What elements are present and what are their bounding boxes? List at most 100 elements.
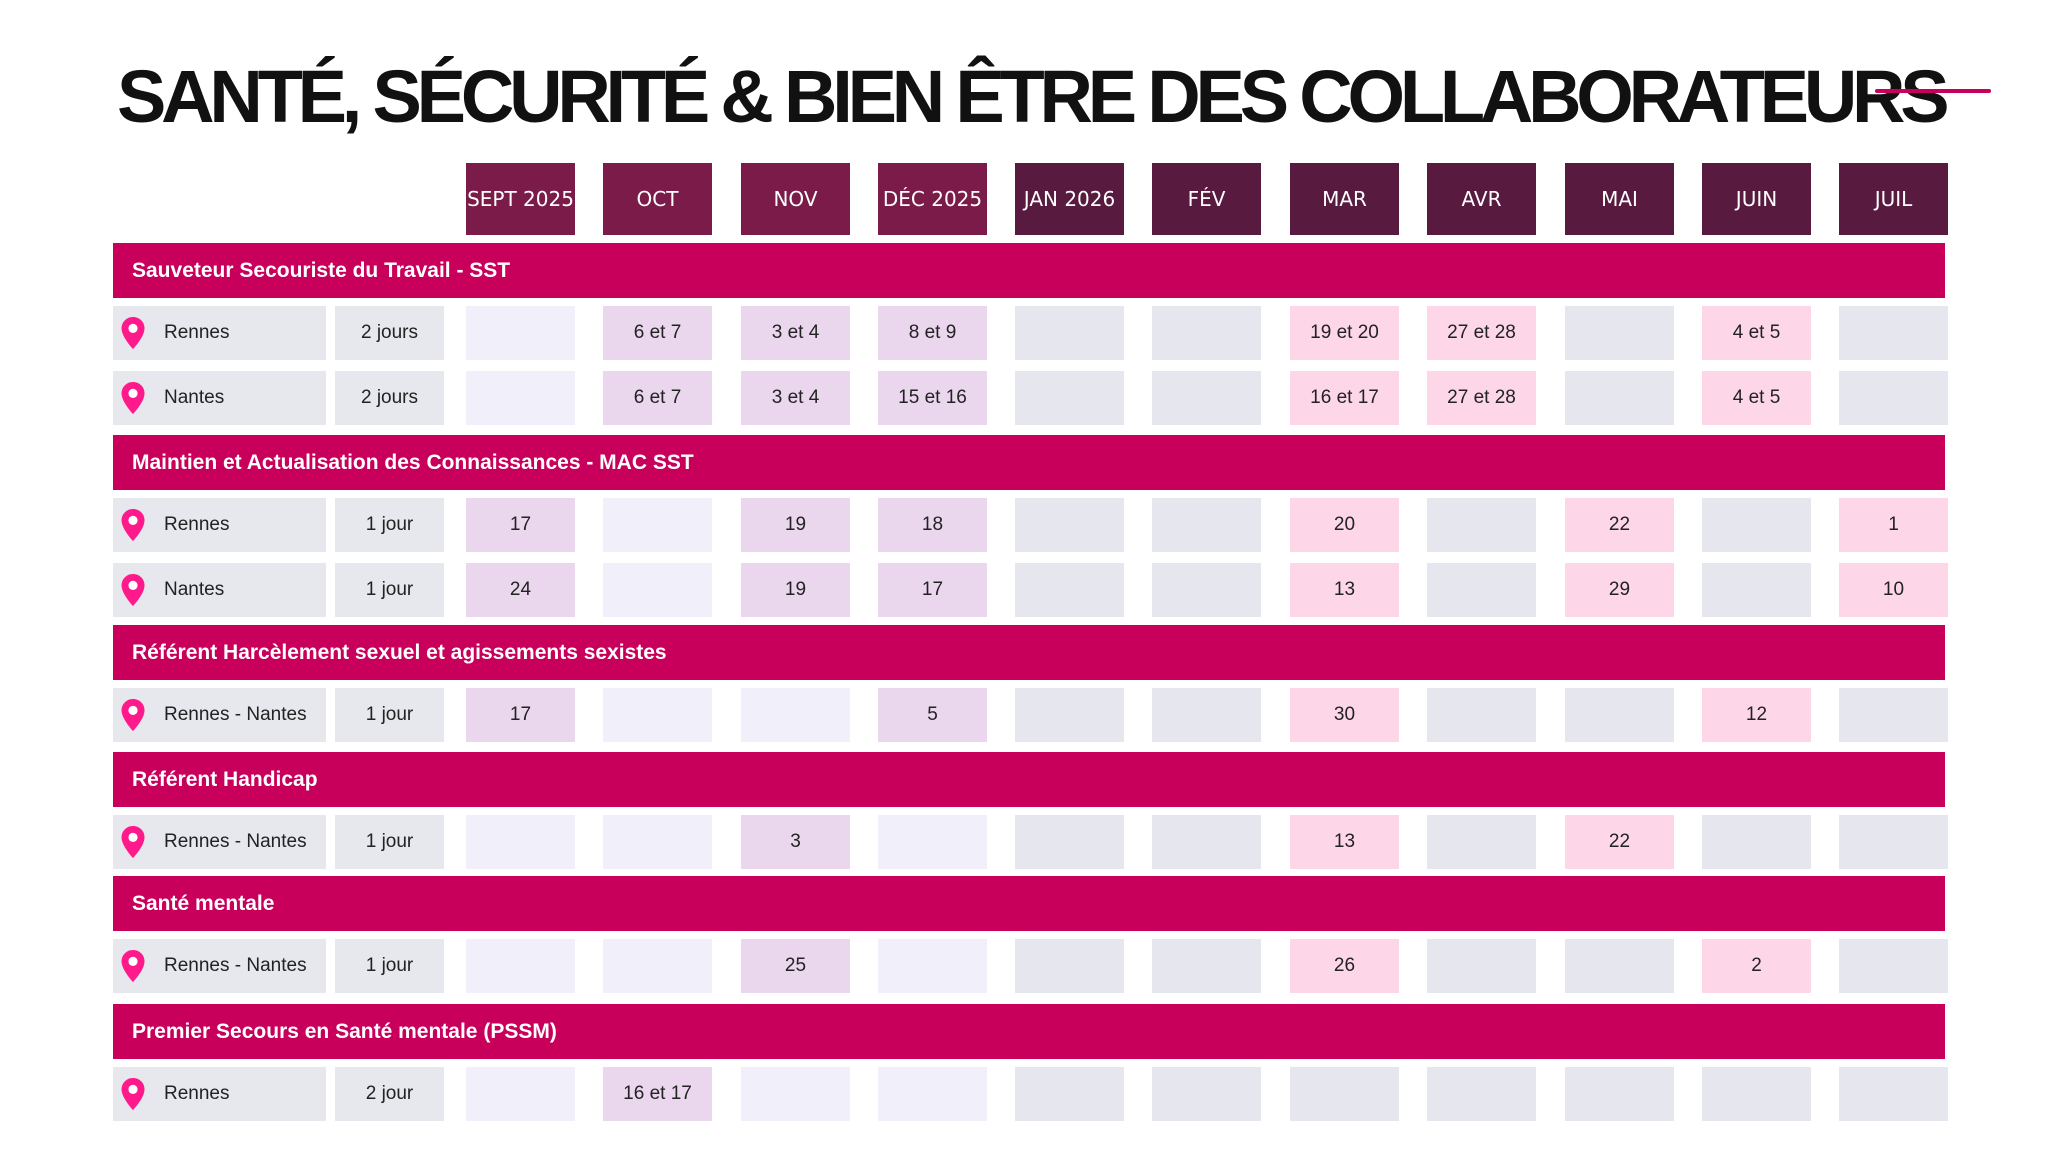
empty-date-cell [1152, 1067, 1261, 1121]
empty-date-cell [1427, 1067, 1536, 1121]
location-label: Nantes [164, 387, 225, 408]
date-cell: 13 [1290, 563, 1399, 617]
map-pin-icon [120, 316, 146, 350]
date-cell: 27 et 28 [1427, 306, 1536, 360]
section-header: Sauveteur Secouriste du Travail - SST [113, 243, 1945, 298]
date-cell: 25 [741, 939, 850, 993]
date-cell: 4 et 5 [1702, 371, 1811, 425]
date-cell: 17 [878, 563, 987, 617]
duration-cell: 1 jour [335, 939, 444, 993]
map-pin-icon [120, 573, 146, 607]
duration-cell: 2 jours [335, 306, 444, 360]
empty-date-cell [878, 815, 987, 869]
date-cell: 16 et 17 [603, 1067, 712, 1121]
map-pin-icon [120, 1077, 146, 1111]
date-cell: 3 et 4 [741, 371, 850, 425]
empty-date-cell [1565, 939, 1674, 993]
date-cell: 3 et 4 [741, 306, 850, 360]
empty-date-cell [466, 1067, 575, 1121]
date-cell: 30 [1290, 688, 1399, 742]
empty-date-cell [1565, 1067, 1674, 1121]
duration-cell: 1 jour [335, 688, 444, 742]
empty-date-cell [1839, 688, 1948, 742]
duration-cell: 2 jour [335, 1067, 444, 1121]
date-cell: 13 [1290, 815, 1399, 869]
month-header: JUIN [1702, 163, 1811, 235]
empty-date-cell [1152, 371, 1261, 425]
empty-date-cell [1290, 1067, 1399, 1121]
month-header: JUIL [1839, 163, 1948, 235]
location-cell: Rennes [113, 498, 326, 552]
empty-date-cell [1152, 306, 1261, 360]
location-label: Rennes - Nantes [164, 704, 307, 725]
location-label: Nantes [164, 579, 225, 600]
empty-date-cell [603, 498, 712, 552]
empty-date-cell [1015, 688, 1124, 742]
map-pin-icon [120, 949, 146, 983]
month-header: SEPT 2025 [466, 163, 575, 235]
date-cell: 18 [878, 498, 987, 552]
empty-date-cell [1015, 306, 1124, 360]
month-header: MAI [1565, 163, 1674, 235]
empty-date-cell [1839, 939, 1948, 993]
month-header: JAN 2026 [1015, 163, 1124, 235]
month-header: NOV [741, 163, 850, 235]
empty-date-cell [466, 939, 575, 993]
date-cell: 17 [466, 688, 575, 742]
empty-date-cell [1152, 563, 1261, 617]
map-pin-icon [120, 508, 146, 542]
date-cell: 19 [741, 563, 850, 617]
empty-date-cell [603, 563, 712, 617]
empty-date-cell [878, 1067, 987, 1121]
date-cell: 16 et 17 [1290, 371, 1399, 425]
location-cell: Rennes [113, 306, 326, 360]
empty-date-cell [1015, 1067, 1124, 1121]
date-cell: 22 [1565, 815, 1674, 869]
location-label: Rennes - Nantes [164, 955, 307, 976]
empty-date-cell [1015, 939, 1124, 993]
section-header: Référent Harcèlement sexuel et agissemen… [113, 625, 1945, 680]
date-cell: 2 [1702, 939, 1811, 993]
empty-date-cell [1015, 815, 1124, 869]
location-label: Rennes [164, 514, 230, 535]
empty-date-cell [1427, 815, 1536, 869]
location-cell: Rennes - Nantes [113, 939, 326, 993]
month-header: AVR [1427, 163, 1536, 235]
empty-date-cell [1702, 498, 1811, 552]
date-cell: 22 [1565, 498, 1674, 552]
empty-date-cell [603, 815, 712, 869]
section-header: Premier Secours en Santé mentale (PSSM) [113, 1004, 1945, 1059]
month-header: DÉC 2025 [878, 163, 987, 235]
empty-date-cell [741, 688, 850, 742]
empty-date-cell [1427, 563, 1536, 617]
empty-date-cell [466, 306, 575, 360]
location-label: Rennes [164, 1083, 230, 1104]
empty-date-cell [1839, 1067, 1948, 1121]
date-cell: 19 [741, 498, 850, 552]
empty-date-cell [878, 939, 987, 993]
empty-date-cell [1702, 1067, 1811, 1121]
empty-date-cell [741, 1067, 850, 1121]
empty-date-cell [603, 688, 712, 742]
empty-date-cell [1702, 563, 1811, 617]
duration-cell: 1 jour [335, 498, 444, 552]
empty-date-cell [603, 939, 712, 993]
empty-date-cell [1152, 688, 1261, 742]
location-cell: Rennes [113, 1067, 326, 1121]
map-pin-icon [120, 381, 146, 415]
date-cell: 1 [1839, 498, 1948, 552]
date-cell: 10 [1839, 563, 1948, 617]
month-header: MAR [1290, 163, 1399, 235]
empty-date-cell [1565, 371, 1674, 425]
section-header: Santé mentale [113, 876, 1945, 931]
date-cell: 27 et 28 [1427, 371, 1536, 425]
date-cell: 29 [1565, 563, 1674, 617]
empty-date-cell [1702, 815, 1811, 869]
empty-date-cell [466, 815, 575, 869]
empty-date-cell [1015, 498, 1124, 552]
month-header: OCT [603, 163, 712, 235]
empty-date-cell [1427, 498, 1536, 552]
location-cell: Rennes - Nantes [113, 688, 326, 742]
duration-cell: 1 jour [335, 815, 444, 869]
empty-date-cell [1152, 939, 1261, 993]
